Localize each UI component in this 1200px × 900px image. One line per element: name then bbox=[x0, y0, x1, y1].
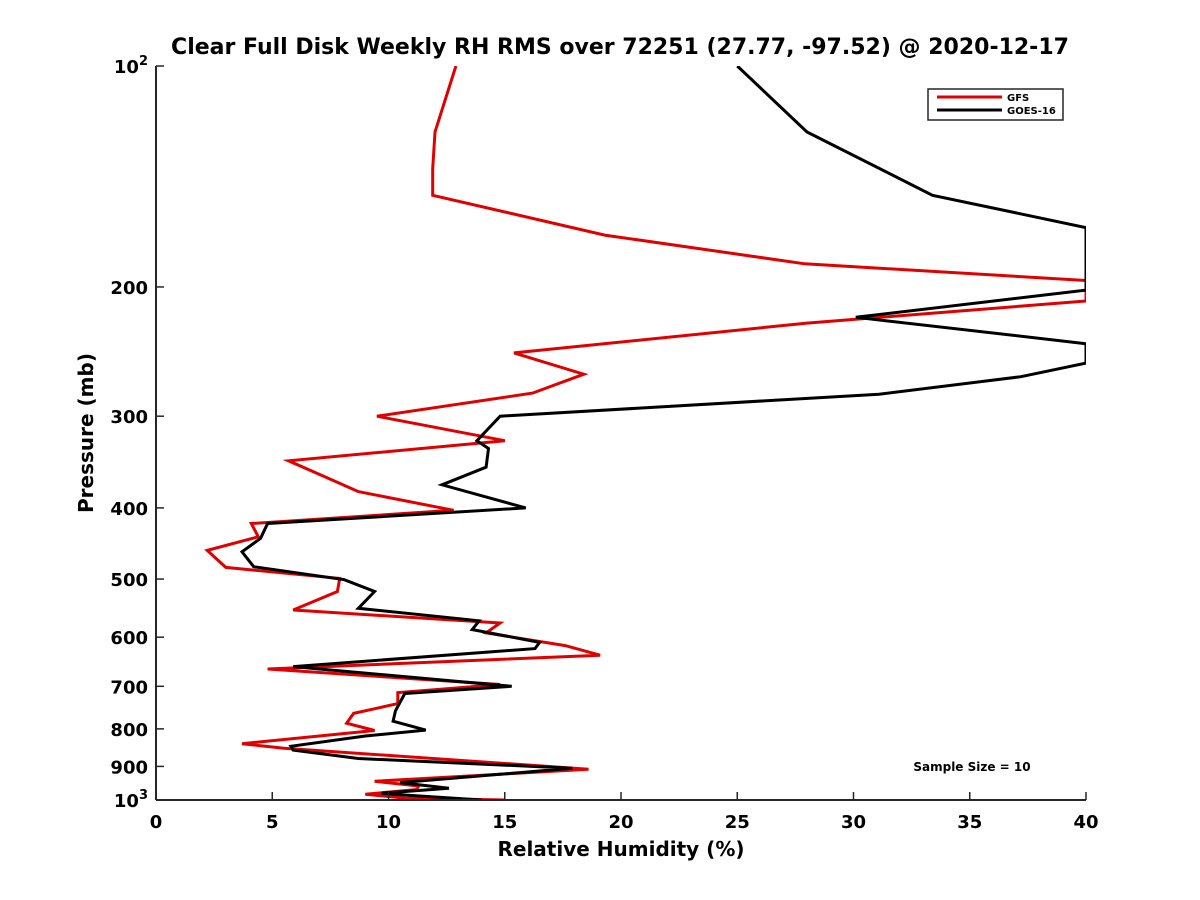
series-layer bbox=[204, 66, 1086, 800]
y-tick-label: 700 bbox=[110, 677, 148, 698]
y-tick-label: 400 bbox=[110, 499, 148, 520]
series-line-goes-16 bbox=[239, 66, 1086, 800]
x-tick-label: 25 bbox=[725, 812, 750, 833]
y-axis-title: Pressure (mb) bbox=[74, 353, 98, 513]
y-tick-label: 900 bbox=[110, 757, 148, 778]
legend: GFS GOES-16 bbox=[927, 88, 1064, 121]
x-ticks: 0 5 10 15 20 25 30 35 40 bbox=[150, 792, 1099, 833]
x-tick-label: 30 bbox=[841, 812, 866, 833]
y-tick-label: 500 bbox=[110, 570, 148, 591]
sample-size-annotation: Sample Size = 10 bbox=[913, 760, 1030, 774]
x-tick-label: 0 bbox=[150, 812, 163, 833]
x-tick-label: 5 bbox=[266, 812, 279, 833]
legend-box bbox=[927, 88, 1064, 121]
x-axis-title: Relative Humidity (%) bbox=[497, 837, 744, 861]
series-line-gfs bbox=[204, 66, 1086, 800]
legend-label: GFS bbox=[1007, 93, 1029, 104]
x-tick-label: 40 bbox=[1073, 812, 1098, 833]
y-tick-label: 300 bbox=[110, 407, 148, 428]
y-ticks: 102 200 300 400 500 600 700 800 900 103 bbox=[110, 54, 164, 812]
y-tick-label: 103 bbox=[114, 788, 148, 812]
chart-title: Clear Full Disk Weekly RH RMS over 72251… bbox=[171, 35, 1069, 60]
legend-label: GOES-16 bbox=[1007, 106, 1056, 117]
y-tick-label: 600 bbox=[110, 628, 148, 649]
x-tick-label: 20 bbox=[608, 812, 633, 833]
x-tick-label: 35 bbox=[957, 812, 982, 833]
y-tick-label: 200 bbox=[110, 278, 148, 299]
x-tick-label: 10 bbox=[376, 812, 401, 833]
y-tick-label: 102 bbox=[114, 54, 148, 78]
x-tick-label: 15 bbox=[492, 812, 517, 833]
y-tick-label: 800 bbox=[110, 720, 148, 741]
